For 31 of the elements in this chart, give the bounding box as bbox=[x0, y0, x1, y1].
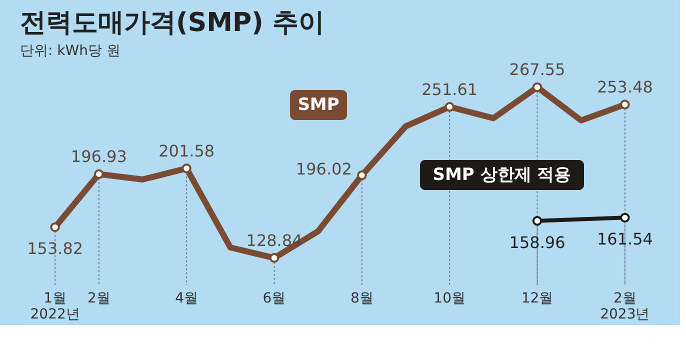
x-tick-label: 8월 bbox=[350, 290, 374, 306]
x-tick-label: 10월 bbox=[434, 290, 466, 306]
x-tick-label: 2월 bbox=[87, 290, 110, 306]
point bbox=[50, 222, 60, 232]
data-label: 161.54 bbox=[596, 230, 653, 249]
point bbox=[532, 82, 542, 92]
x-tick-label: 4월 bbox=[175, 290, 198, 306]
chart-subtitle: 단위: kWh당 원 bbox=[20, 43, 120, 60]
point bbox=[532, 216, 542, 226]
data-label: 196.93 bbox=[70, 147, 127, 166]
x-tick-label: 1월 2022년 bbox=[30, 290, 80, 322]
point bbox=[357, 170, 367, 180]
data-label: 196.02 bbox=[296, 159, 352, 178]
data-label: 153.82 bbox=[27, 239, 84, 258]
x-tick-label: 12월 bbox=[521, 290, 554, 306]
point bbox=[444, 102, 454, 112]
data-label: 251.61 bbox=[422, 80, 478, 99]
data-label: 158.96 bbox=[509, 232, 566, 252]
data-label: 201.58 bbox=[158, 141, 215, 160]
point bbox=[620, 212, 630, 223]
text: SMP bbox=[298, 95, 340, 115]
chart-title: 전력도매가격(SMP) 추이 bbox=[20, 8, 324, 38]
data-label: 253.48 bbox=[596, 78, 653, 97]
x-tick-label: 6월 bbox=[262, 290, 286, 306]
point bbox=[182, 164, 192, 174]
point bbox=[269, 253, 280, 263]
data-label: 267.55 bbox=[509, 60, 566, 80]
x-tick-label: 2월 2023년 bbox=[600, 290, 650, 322]
point bbox=[620, 100, 630, 110]
text: SMP 상한제 적용 bbox=[432, 165, 572, 185]
point bbox=[94, 169, 104, 179]
